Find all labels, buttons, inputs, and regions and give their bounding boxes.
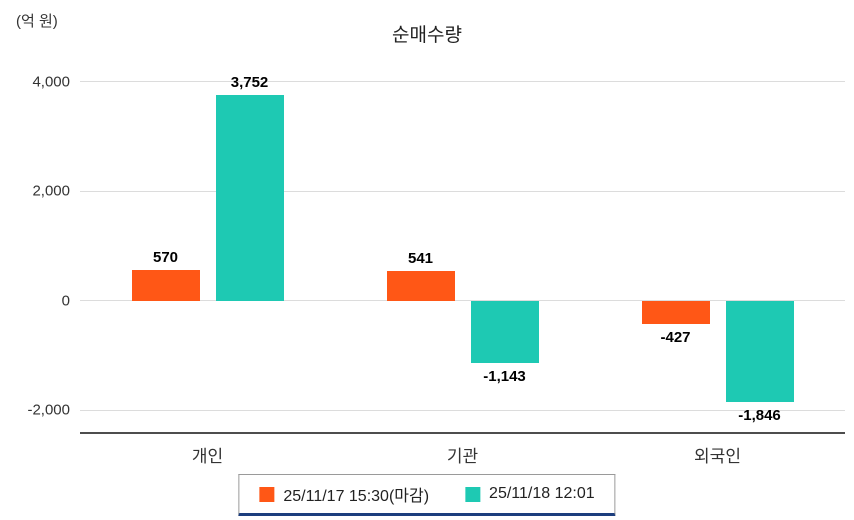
y-axis-tick-label: 2,000 <box>32 182 70 200</box>
y-axis-unit-label: (억 원) <box>16 13 58 30</box>
legend-item-series1[interactable]: 25/11/17 15:30(마감) <box>259 482 429 506</box>
gridline <box>80 81 845 83</box>
bar-value-label: -427 <box>660 329 691 347</box>
plot-area: 570 3,752 541 -1,143 -427 -1,846 <box>80 60 845 434</box>
x-axis-category-label: 기관 <box>446 447 479 466</box>
legend-swatch-icon <box>465 486 481 502</box>
y-axis-tick-label: 0 <box>61 292 70 310</box>
chart-title: 순매수량 <box>392 25 462 46</box>
bar-series2-외국인 <box>725 300 794 402</box>
y-axis-tick-label: 4,000 <box>32 73 70 91</box>
legend: 25/11/17 15:30(마감) 25/11/18 12:01 <box>238 474 616 516</box>
zero-gridline <box>80 300 845 302</box>
bar-series2-기관 <box>470 300 539 364</box>
bar-series1-개인 <box>131 269 200 301</box>
legend-label: 25/11/17 15:30(마감) <box>283 488 430 505</box>
x-axis-category-label: 개인 <box>191 447 224 466</box>
gridline <box>80 409 845 411</box>
bar-series1-외국인 <box>641 300 710 325</box>
bar-series2-개인 <box>215 95 284 301</box>
bar-value-label: -1,846 <box>738 406 781 424</box>
bar-value-label: 541 <box>407 250 434 268</box>
y-axis-tick-label: -2,000 <box>27 401 70 419</box>
legend-label: 25/11/18 12:01 <box>489 485 595 502</box>
gridline <box>80 190 845 192</box>
legend-swatch-icon <box>259 486 275 502</box>
legend-item-series2[interactable]: 25/11/18 12:01 <box>465 485 595 503</box>
bar-value-label: -1,143 <box>483 368 526 386</box>
bar-series1-기관 <box>386 271 455 301</box>
x-axis-category-label: 외국인 <box>694 447 741 466</box>
bar-value-label: 570 <box>152 248 179 266</box>
bar-value-label: 3,752 <box>230 74 269 92</box>
